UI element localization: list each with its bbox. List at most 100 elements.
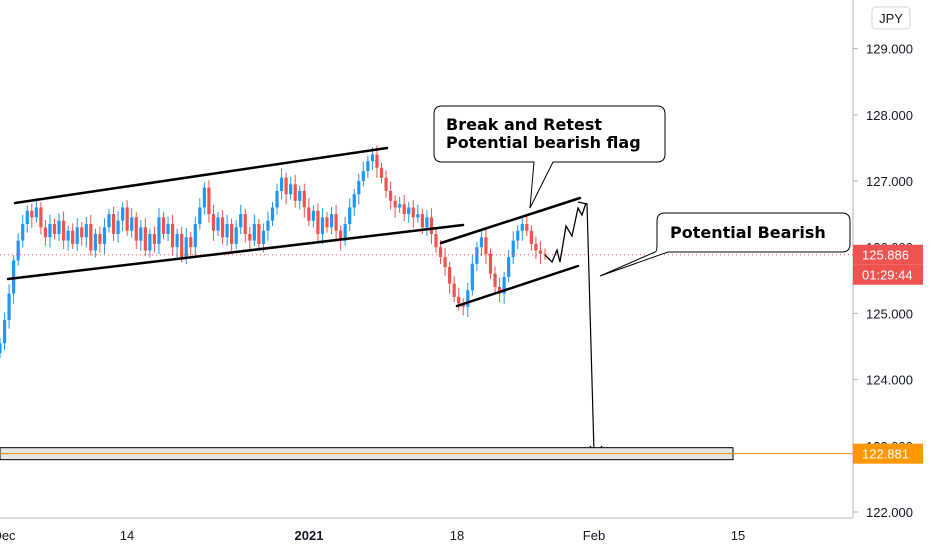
- price-tick-label: 129.000: [866, 42, 913, 57]
- candle-body: [239, 214, 243, 228]
- price-tick-label: 128.000: [866, 108, 913, 123]
- candle-body: [61, 220, 66, 241]
- candle-body: [234, 227, 238, 244]
- candle-body: [125, 207, 129, 231]
- candle-body: [457, 296, 461, 304]
- candle-body: [111, 214, 116, 234]
- candle-body: [448, 267, 452, 284]
- candle-body: [298, 190, 302, 201]
- countdown-value: 01:29:44: [862, 268, 913, 283]
- candle-body: [25, 210, 29, 225]
- candle-body: [71, 230, 75, 244]
- candle-body: [193, 224, 197, 248]
- flag-lower-line: [455, 264, 580, 308]
- currency-label: JPY: [879, 11, 903, 26]
- candle-body: [443, 257, 447, 268]
- candle-body: [434, 233, 438, 248]
- candle-body: [429, 217, 434, 234]
- candle-body: [402, 204, 406, 215]
- candle-body: [311, 210, 315, 221]
- candle-body: [66, 230, 70, 241]
- price-tick-label: 122.000: [866, 505, 913, 520]
- bearish-callout-box[interactable]: [599, 212, 851, 277]
- candle-body: [93, 233, 97, 251]
- candle-body: [2, 320, 7, 344]
- candle-body: [266, 220, 270, 231]
- candle-body: [529, 230, 533, 244]
- last-price-tag: [853, 244, 923, 265]
- candle-body: [425, 217, 429, 228]
- candle-body: [493, 273, 497, 287]
- candle-body: [225, 224, 229, 238]
- candle-body: [248, 233, 252, 241]
- candle-body: [0, 343, 2, 354]
- candle-body: [470, 263, 474, 291]
- candle-body: [484, 237, 488, 254]
- candle-body: [520, 224, 524, 231]
- candle-body: [393, 200, 397, 208]
- candle-body: [211, 214, 216, 231]
- candle-body: [57, 220, 61, 234]
- candle-body: [139, 227, 143, 241]
- candle-body: [275, 190, 279, 208]
- candle-body: [279, 177, 284, 191]
- flag-callout-line1: Break and Retest: [446, 115, 602, 134]
- candle-body: [452, 283, 456, 297]
- flag-callout-line2: Potential bearish flag: [446, 133, 641, 152]
- candle-body: [143, 227, 147, 251]
- currency-badge[interactable]: [871, 6, 911, 30]
- time-tick-label: 15: [731, 528, 745, 543]
- candle-body: [502, 276, 506, 294]
- candle-body: [411, 207, 415, 218]
- candle-body: [320, 217, 325, 234]
- candle-body: [348, 207, 352, 225]
- time-tick-label: Feb: [583, 528, 605, 543]
- candle-body: [488, 253, 493, 274]
- candle-body: [325, 217, 329, 228]
- drawings: [0, 146, 853, 461]
- candle-body: [21, 224, 25, 241]
- candle-body: [334, 214, 338, 231]
- candle-body: [525, 224, 529, 231]
- candle-body: [98, 233, 102, 244]
- candle-body: [30, 210, 34, 218]
- candle-body: [398, 204, 402, 208]
- price-tick-label: 127.000: [866, 174, 913, 189]
- candle-body: [538, 250, 543, 254]
- target-price-tag: [853, 443, 923, 464]
- candle-body: [379, 167, 384, 178]
- candle-body: [89, 224, 93, 251]
- drop-arrow-line: [577, 201, 595, 453]
- candle-body: [534, 243, 538, 251]
- candle-body: [75, 227, 79, 244]
- candle-body: [121, 207, 125, 221]
- last-price-value: 125.886: [862, 248, 909, 263]
- time-axis[interactable]: Dec 14 2021 18 Feb 15: [0, 528, 745, 543]
- target-price-value: 122.881: [862, 447, 909, 462]
- candle-body: [16, 240, 20, 261]
- candle-body: [252, 224, 256, 241]
- candle-body: [189, 237, 193, 248]
- candle-body: [438, 247, 443, 258]
- price-tick-label: 125.000: [866, 306, 913, 321]
- candle-body: [497, 286, 502, 294]
- channel-lower-line: [6, 223, 465, 281]
- candle-body: [202, 187, 206, 208]
- candle-body: [84, 224, 88, 238]
- candle-body: [230, 224, 234, 244]
- candle-body: [420, 214, 424, 228]
- candle-body: [361, 171, 365, 181]
- candle-body: [243, 214, 247, 234]
- candle-body: [102, 227, 107, 244]
- candle-body: [198, 207, 202, 225]
- candle-body: [161, 217, 166, 234]
- candle-body: [148, 233, 152, 251]
- candle-body: [216, 217, 220, 231]
- candle-body: [384, 177, 388, 191]
- candle-body: [43, 227, 48, 238]
- candle-body: [207, 187, 211, 215]
- flag-callout-box[interactable]: [433, 105, 666, 209]
- candle-body: [375, 154, 379, 168]
